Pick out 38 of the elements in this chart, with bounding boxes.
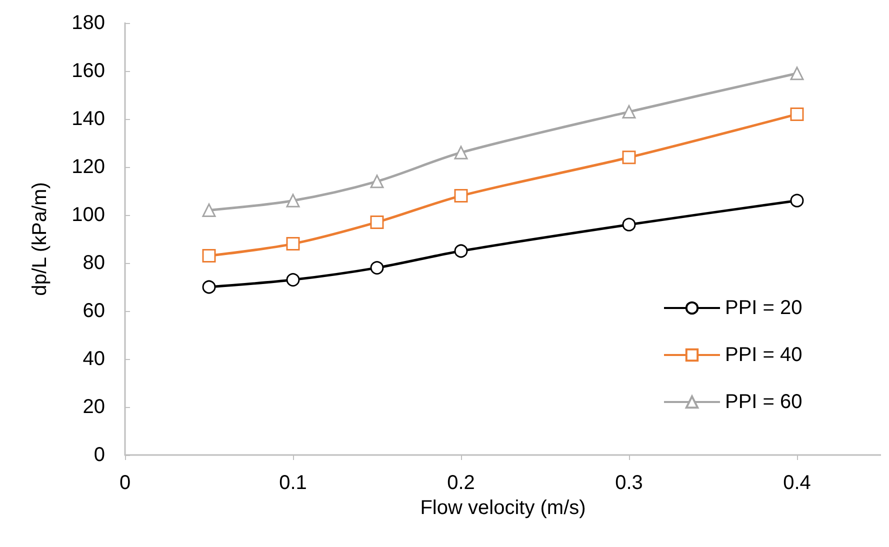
point [202, 203, 216, 217]
point [202, 280, 216, 294]
y-tick-label: 180 [72, 12, 105, 34]
legend-label: PPI = 60 [725, 391, 802, 413]
point [370, 215, 384, 229]
point [286, 194, 300, 208]
y-tick-label: 0 [94, 444, 105, 466]
y-tick-label: 80 [82, 252, 105, 274]
x-tick-label: 0 [119, 472, 131, 494]
point [202, 249, 216, 263]
point [622, 218, 636, 232]
y-tick-label: 40 [82, 348, 105, 370]
point [622, 150, 636, 164]
point [454, 146, 468, 160]
legend-label: PPI = 40 [725, 344, 802, 366]
point [622, 105, 636, 119]
y-tick-label: 120 [72, 156, 105, 178]
legend-label: PPI = 20 [725, 297, 802, 319]
point [370, 261, 384, 275]
x-tick-label: 0.2 [447, 472, 475, 494]
point [454, 189, 468, 203]
point [790, 66, 804, 80]
x-axis-title: Flow velocity (m/s) [420, 496, 586, 519]
x-tick-label: 0.1 [279, 472, 307, 494]
y-tick-label: 20 [82, 396, 105, 418]
y-axis-title: dp/L (kPa/m) [29, 182, 51, 296]
point [790, 107, 804, 121]
y-tick-label: 140 [72, 108, 105, 130]
y-tick-label: 100 [72, 204, 105, 226]
point [454, 244, 468, 258]
point [286, 273, 300, 287]
y-tick-label: 60 [82, 300, 105, 322]
x-tick-label: 0.4 [783, 472, 811, 494]
y-tick-label: 160 [72, 60, 105, 82]
x-tick-label: 0.3 [615, 472, 643, 494]
point [370, 174, 384, 188]
point [790, 194, 804, 208]
point [286, 237, 300, 251]
